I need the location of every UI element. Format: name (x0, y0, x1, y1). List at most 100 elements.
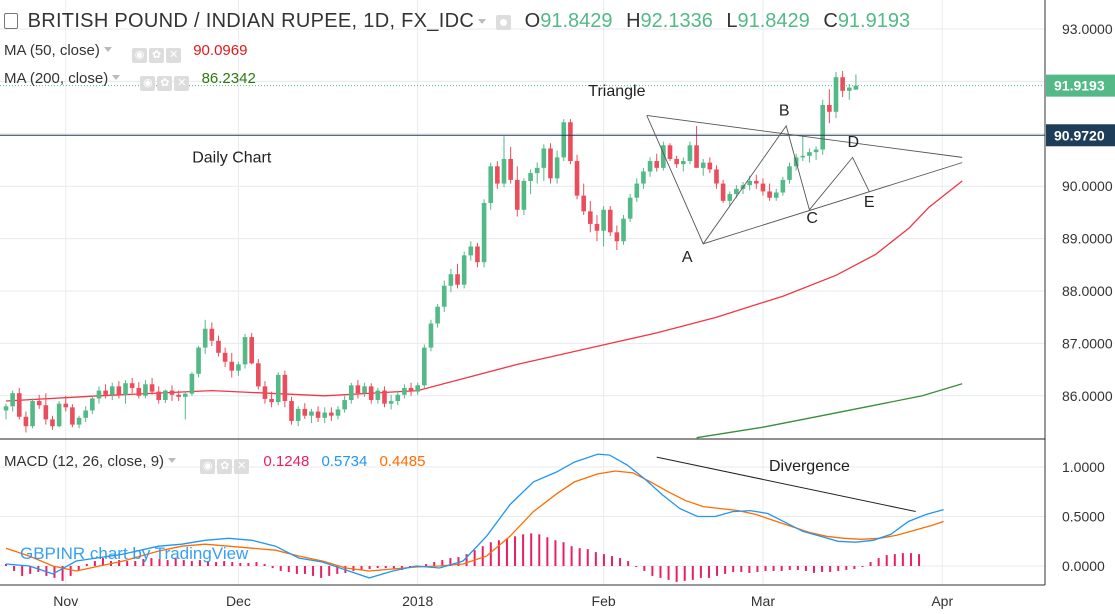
histogram-bar (166, 560, 169, 566)
candle-body (568, 122, 573, 162)
candle-body (747, 180, 752, 186)
candle-body (335, 409, 341, 416)
histogram-bar (562, 542, 565, 566)
candle-body (103, 390, 108, 395)
chevron-down-icon[interactable] (478, 19, 487, 24)
macd-histogram (5, 533, 921, 582)
candle-body (720, 183, 726, 201)
histogram-bar (594, 552, 597, 566)
candle-body (588, 211, 593, 224)
candle-body (176, 394, 181, 397)
close-icon[interactable]: ✕ (234, 459, 250, 474)
gear-icon[interactable]: ✿ (157, 76, 173, 91)
histogram-bar (659, 566, 662, 578)
macd-tick-label: 1.0000 (1062, 459, 1105, 475)
candle-body (10, 393, 15, 407)
price-label: 90.9720 (1054, 127, 1105, 143)
candle-body (641, 171, 646, 184)
candle-body (123, 383, 128, 395)
histogram-bar (716, 566, 719, 576)
price-label-box (1046, 74, 1115, 97)
histogram-bar (271, 566, 274, 568)
histogram-bar (142, 559, 145, 566)
candle-body (833, 77, 839, 112)
close-icon[interactable]: ✕ (174, 76, 190, 91)
candle-body (694, 145, 699, 168)
candle-body (342, 399, 347, 410)
chevron-down-icon[interactable] (112, 75, 121, 80)
candle-body (355, 385, 361, 394)
candle-body (368, 386, 374, 400)
histogram-bar (885, 555, 888, 566)
price-label-box (1046, 124, 1115, 147)
ma200-line (696, 383, 963, 439)
macd-label[interactable]: MACD (12, 26, close, 9) (4, 453, 165, 470)
histogram-bar (837, 566, 840, 571)
chevron-down-icon[interactable] (103, 47, 112, 52)
histogram-bar (303, 566, 306, 574)
candle-body (236, 364, 241, 371)
candle-body (495, 166, 500, 184)
histogram-bar (530, 533, 533, 566)
macd-tick-label: 0.5000 (1062, 509, 1105, 525)
histogram-bar (101, 558, 104, 566)
candle-body (156, 391, 162, 400)
candle-body (787, 166, 792, 180)
candle-body (435, 306, 440, 324)
histogram-bar (134, 561, 137, 566)
candle-body (169, 390, 175, 395)
candle-body (402, 387, 407, 395)
candle-body (773, 192, 779, 198)
close-icon[interactable]: ✕ (166, 48, 182, 63)
ma50-label[interactable]: MA (50, close) (4, 42, 100, 59)
macd-value: 0.5734 (321, 453, 368, 470)
eye-icon[interactable]: ◉ (132, 48, 148, 63)
histogram-bar (845, 566, 848, 570)
candle-body (481, 202, 487, 263)
watermark[interactable]: GBPINR chart by TradingView (20, 544, 249, 563)
ma200-label[interactable]: MA (200, close) (4, 70, 109, 87)
candle-body (840, 77, 845, 91)
histogram-bar (699, 566, 702, 578)
candle-body (727, 194, 733, 201)
candle-body (800, 155, 806, 158)
symbol-search-icon[interactable] (4, 13, 18, 29)
candle-body (514, 179, 520, 210)
eye-icon[interactable]: ◉ (200, 459, 216, 474)
eye-icon[interactable] (496, 15, 512, 30)
candle-body (269, 398, 274, 403)
candle-body (295, 408, 301, 421)
gear-icon[interactable]: ✿ (149, 48, 165, 63)
histogram-bar (69, 566, 72, 576)
histogram-bar (772, 566, 775, 571)
histogram-bar (223, 561, 226, 566)
candle-body (475, 246, 480, 263)
histogram-bar (247, 563, 250, 566)
histogram-bar (433, 562, 436, 566)
candle-body (23, 416, 29, 427)
symbol-title[interactable]: BRITISH POUND / INDIAN RUPEE, 1D, FX_IDC (27, 10, 475, 32)
histogram-bar (328, 566, 331, 576)
candle-body (501, 158, 507, 184)
histogram-bar (368, 566, 371, 569)
histogram-bar (473, 550, 476, 566)
time-axis[interactable]: Nov Dec 2018 Feb Mar Apr (53, 593, 953, 609)
histogram-bar (546, 537, 549, 566)
candle-body (461, 255, 467, 285)
histogram-bar (295, 566, 298, 574)
chevron-down-icon[interactable] (168, 458, 177, 463)
gear-icon[interactable]: ✿ (217, 459, 233, 474)
candles[interactable] (3, 70, 859, 433)
price-tick-label: 93.0000 (1062, 21, 1113, 37)
candle-body (275, 374, 281, 403)
candle-body (388, 401, 394, 404)
candle-body (627, 197, 633, 219)
price-tick-label: 86.0000 (1062, 388, 1113, 404)
price-axis[interactable]: 86.000087.000088.000089.000090.000091.00… (1046, 21, 1115, 574)
time-tick-label: Apr (931, 593, 953, 609)
histogram-bar (780, 566, 783, 571)
candle-body (163, 390, 168, 400)
eye-icon[interactable]: ◉ (140, 76, 156, 91)
histogram-bar (505, 538, 508, 566)
